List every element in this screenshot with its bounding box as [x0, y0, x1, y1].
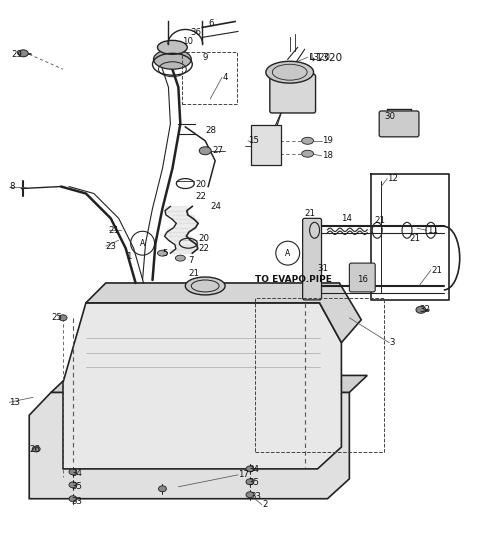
Text: 22: 22 — [198, 244, 209, 253]
Text: 8: 8 — [9, 182, 15, 191]
Ellipse shape — [157, 250, 168, 256]
Text: 3: 3 — [389, 338, 395, 347]
Text: 1320: 1320 — [308, 53, 330, 62]
Ellipse shape — [246, 492, 254, 498]
Text: 32: 32 — [419, 305, 430, 314]
Text: 21: 21 — [431, 266, 442, 275]
Text: 6: 6 — [208, 19, 214, 28]
FancyBboxPatch shape — [251, 125, 281, 165]
Text: 15: 15 — [248, 136, 259, 145]
FancyBboxPatch shape — [270, 74, 315, 113]
Text: 23: 23 — [106, 242, 117, 251]
Text: 21: 21 — [305, 209, 316, 218]
Text: 21: 21 — [109, 226, 120, 235]
Text: 24: 24 — [210, 202, 221, 211]
Text: 35: 35 — [71, 482, 82, 491]
Ellipse shape — [416, 306, 426, 313]
Text: ↳1320: ↳1320 — [308, 52, 343, 62]
Text: 35: 35 — [248, 478, 259, 487]
FancyBboxPatch shape — [302, 218, 322, 300]
Polygon shape — [63, 303, 341, 469]
Ellipse shape — [154, 49, 192, 69]
Ellipse shape — [157, 40, 187, 54]
Text: 25: 25 — [51, 313, 62, 323]
Text: 34: 34 — [71, 469, 82, 478]
Ellipse shape — [69, 482, 77, 488]
FancyBboxPatch shape — [379, 111, 419, 137]
Text: 29: 29 — [12, 50, 22, 59]
Text: 20: 20 — [198, 234, 209, 243]
Ellipse shape — [199, 147, 211, 155]
Text: 13: 13 — [9, 398, 20, 407]
Ellipse shape — [301, 137, 313, 145]
Ellipse shape — [246, 479, 254, 485]
Ellipse shape — [185, 277, 225, 295]
Text: 21: 21 — [188, 268, 199, 277]
Text: 31: 31 — [318, 263, 328, 272]
Text: A: A — [140, 239, 145, 248]
Text: A: A — [285, 249, 290, 258]
Ellipse shape — [69, 469, 77, 475]
Text: 4: 4 — [222, 73, 228, 81]
Text: 36: 36 — [190, 28, 201, 37]
Ellipse shape — [301, 150, 313, 157]
Text: 30: 30 — [384, 113, 395, 122]
Text: 22: 22 — [195, 192, 206, 201]
Text: 2: 2 — [262, 500, 267, 509]
Text: 14: 14 — [341, 214, 352, 223]
FancyBboxPatch shape — [349, 263, 375, 292]
Text: 10: 10 — [182, 37, 193, 46]
Ellipse shape — [59, 315, 67, 321]
Text: 33: 33 — [250, 492, 261, 501]
Text: 7: 7 — [188, 256, 194, 264]
Text: 16: 16 — [357, 276, 368, 285]
Text: 28: 28 — [205, 126, 216, 136]
Ellipse shape — [158, 486, 167, 492]
Ellipse shape — [266, 61, 313, 83]
Text: 34: 34 — [248, 465, 259, 474]
Text: 1: 1 — [126, 252, 131, 261]
Text: 19: 19 — [322, 136, 333, 145]
Text: 20: 20 — [195, 180, 206, 189]
Text: 18: 18 — [322, 151, 333, 160]
Text: 5: 5 — [162, 249, 168, 258]
Text: 9: 9 — [202, 53, 207, 62]
Text: 26: 26 — [29, 445, 40, 454]
Text: 21: 21 — [409, 234, 420, 243]
Ellipse shape — [69, 496, 77, 502]
Text: 27: 27 — [212, 146, 223, 155]
Ellipse shape — [246, 466, 254, 472]
Polygon shape — [86, 283, 361, 343]
Polygon shape — [51, 376, 367, 392]
Text: 21: 21 — [374, 216, 385, 225]
Text: 11: 11 — [427, 226, 438, 235]
Ellipse shape — [32, 446, 40, 452]
Text: 12: 12 — [387, 174, 398, 183]
Polygon shape — [29, 392, 349, 499]
Ellipse shape — [18, 50, 28, 57]
Text: 33: 33 — [71, 497, 82, 506]
Ellipse shape — [175, 255, 185, 261]
Text: TO EVAPO.PIPE: TO EVAPO.PIPE — [255, 276, 332, 285]
Text: 17: 17 — [238, 470, 249, 479]
